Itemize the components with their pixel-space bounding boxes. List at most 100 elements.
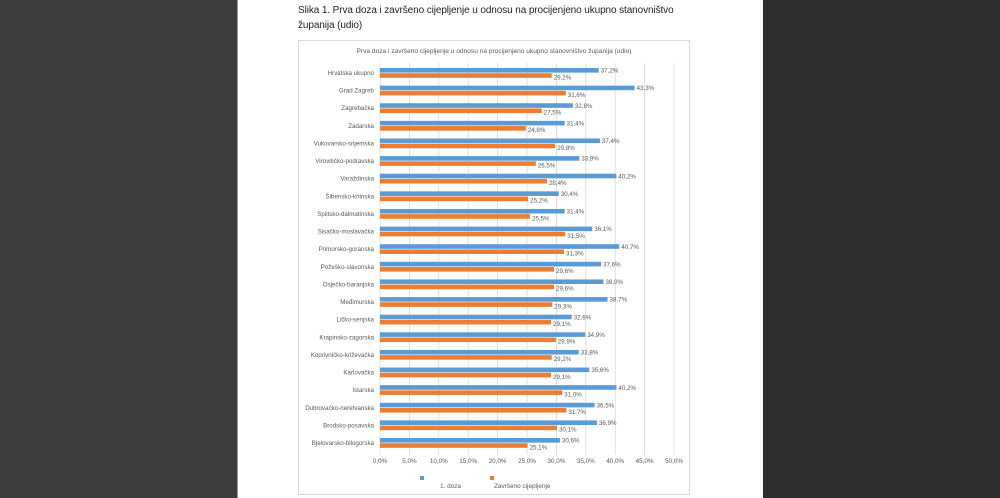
bar-first-dose (380, 332, 586, 337)
bar-chart: Prva doza i završeno cijepljenje u odnos… (305, 48, 683, 490)
legend-marker-first-dose (420, 476, 424, 480)
category-label: Grad Zagreb (339, 88, 375, 95)
figure-heading: Slika 1. Prva doza i završeno cijepljenj… (298, 3, 674, 33)
bar-fully-vaccinated (380, 319, 552, 325)
data-label-fully-vaccinated: 29,1% (553, 374, 571, 381)
category-label: Ličko-senjska (337, 317, 375, 324)
bar-first-dose (380, 349, 579, 355)
bar-first-dose (380, 208, 565, 214)
x-tick-label: 15,0% (459, 458, 477, 465)
category-label: Karlovačka (343, 370, 374, 377)
bar-first-dose (380, 244, 620, 249)
bar-first-dose (380, 156, 580, 161)
bar-fully-vaccinated (380, 267, 555, 272)
x-tick-label: 35,0% (577, 458, 595, 465)
bar-first-dose (380, 261, 602, 267)
bar-first-dose (380, 103, 573, 108)
bar-fully-vaccinated (380, 108, 542, 114)
bar-fully-vaccinated (380, 425, 557, 431)
data-label-first-dose: 36,1% (594, 226, 612, 233)
data-label-first-dose: 43,3% (637, 85, 655, 92)
category-label: Krapinsko-zagorska (319, 334, 374, 341)
data-label-first-dose: 36,9% (599, 420, 617, 427)
data-label-fully-vaccinated: 24,8% (528, 127, 546, 134)
bar-fully-vaccinated (380, 214, 530, 219)
bar-fully-vaccinated (380, 73, 552, 78)
data-label-first-dose: 37,2% (601, 68, 619, 75)
x-tick-label: 40,0% (606, 458, 624, 465)
data-label-first-dose: 30,4% (561, 191, 579, 198)
data-label-first-dose: 40,2% (618, 173, 636, 180)
bar-fully-vaccinated (380, 126, 526, 131)
bar-fully-vaccinated (380, 161, 536, 166)
bar-first-dose (380, 438, 560, 443)
data-label-fully-vaccinated: 26,5% (538, 162, 556, 169)
data-label-fully-vaccinated: 29,6% (556, 286, 574, 293)
data-label-first-dose: 33,8% (581, 350, 599, 357)
category-label: Dubrovačko-neretvanska (305, 405, 374, 412)
category-label: Sisačko-moslavačka (318, 229, 375, 236)
x-tick-label: 20,0% (489, 458, 507, 465)
data-label-first-dose: 32,6% (574, 314, 592, 321)
bar-fully-vaccinated (380, 143, 556, 149)
data-label-first-dose: 38,7% (610, 297, 628, 304)
figure-heading-line-2: županija (udio) (298, 20, 363, 31)
data-label-fully-vaccinated: 28,4% (549, 180, 567, 187)
data-label-first-dose: 35,6% (591, 367, 609, 374)
data-label-fully-vaccinated: 31,7% (568, 409, 586, 416)
legend-marker-fully-vaccinated (490, 476, 494, 480)
data-label-fully-vaccinated: 29,6% (556, 268, 574, 275)
category-label: Brodsko-posavska (323, 422, 374, 429)
legend-label-first-dose: 1. doza (440, 483, 461, 490)
category-label: Virovitičko-podravska (315, 158, 374, 165)
legend-label-fully-vaccinated: Završeno cijepljenje (494, 483, 551, 490)
category-label: Šibensko-kninska (326, 193, 375, 200)
bar-fully-vaccinated (380, 231, 566, 237)
bar-first-dose (380, 191, 559, 196)
chart-title: Prva doza i završeno cijepljenje u odnos… (357, 48, 632, 55)
data-label-fully-vaccinated: 31,5% (567, 233, 585, 240)
category-label: Osječko-baranjska (323, 281, 375, 288)
data-label-first-dose: 38,0% (605, 279, 623, 286)
data-label-fully-vaccinated: 29,3% (554, 303, 572, 310)
data-label-first-dose: 30,6% (562, 438, 580, 445)
category-label: Varaždinska (340, 176, 374, 183)
chart-container: Prva doza i završeno cijepljenje u odnos… (298, 40, 690, 495)
data-label-fully-vaccinated: 29,2% (554, 74, 572, 81)
bar-fully-vaccinated (380, 443, 528, 448)
data-label-fully-vaccinated: 31,6% (568, 92, 586, 99)
x-tick-label: 10,0% (430, 458, 448, 465)
x-tick-label: 0,0% (373, 458, 388, 465)
data-label-first-dose: 33,9% (581, 156, 599, 163)
category-label: Koprivničko-križevačka (311, 352, 375, 359)
bar-fully-vaccinated (380, 355, 552, 360)
data-label-fully-vaccinated: 31,0% (564, 391, 582, 398)
data-label-fully-vaccinated: 25,1% (530, 444, 548, 451)
bar-first-dose (380, 68, 599, 73)
data-label-fully-vaccinated: 30,1% (559, 427, 577, 434)
bar-first-dose (380, 85, 635, 91)
bar-first-dose (380, 138, 600, 144)
category-label: Istarska (352, 387, 374, 394)
category-label: Bjelovarsko-bilogorska (312, 440, 375, 447)
category-label: Zagrebačka (341, 105, 374, 112)
data-label-first-dose: 40,2% (618, 385, 636, 392)
data-label-first-dose: 32,8% (575, 103, 593, 110)
data-label-fully-vaccinated: 25,2% (530, 198, 548, 205)
bar-fully-vaccinated (380, 302, 553, 307)
data-label-first-dose: 36,5% (597, 402, 615, 409)
category-label: Vukovarsko-srijemska (314, 140, 375, 147)
bar-fully-vaccinated (380, 90, 566, 96)
bar-fully-vaccinated (380, 249, 565, 254)
bar-first-dose (380, 226, 593, 232)
x-tick-label: 30,0% (547, 458, 565, 465)
viewer-right-background (763, 0, 1000, 498)
bar-first-dose (380, 173, 617, 179)
document-page: Slika 1. Prva doza i završeno cijepljenj… (237, 0, 763, 498)
bar-fully-vaccinated (380, 390, 563, 395)
category-label: Splitsko-dalmatinska (317, 211, 374, 218)
data-label-first-dose: 37,4% (602, 138, 620, 145)
bar-first-dose (380, 279, 604, 285)
bar-fully-vaccinated (380, 284, 555, 290)
bar-first-dose (380, 297, 608, 302)
